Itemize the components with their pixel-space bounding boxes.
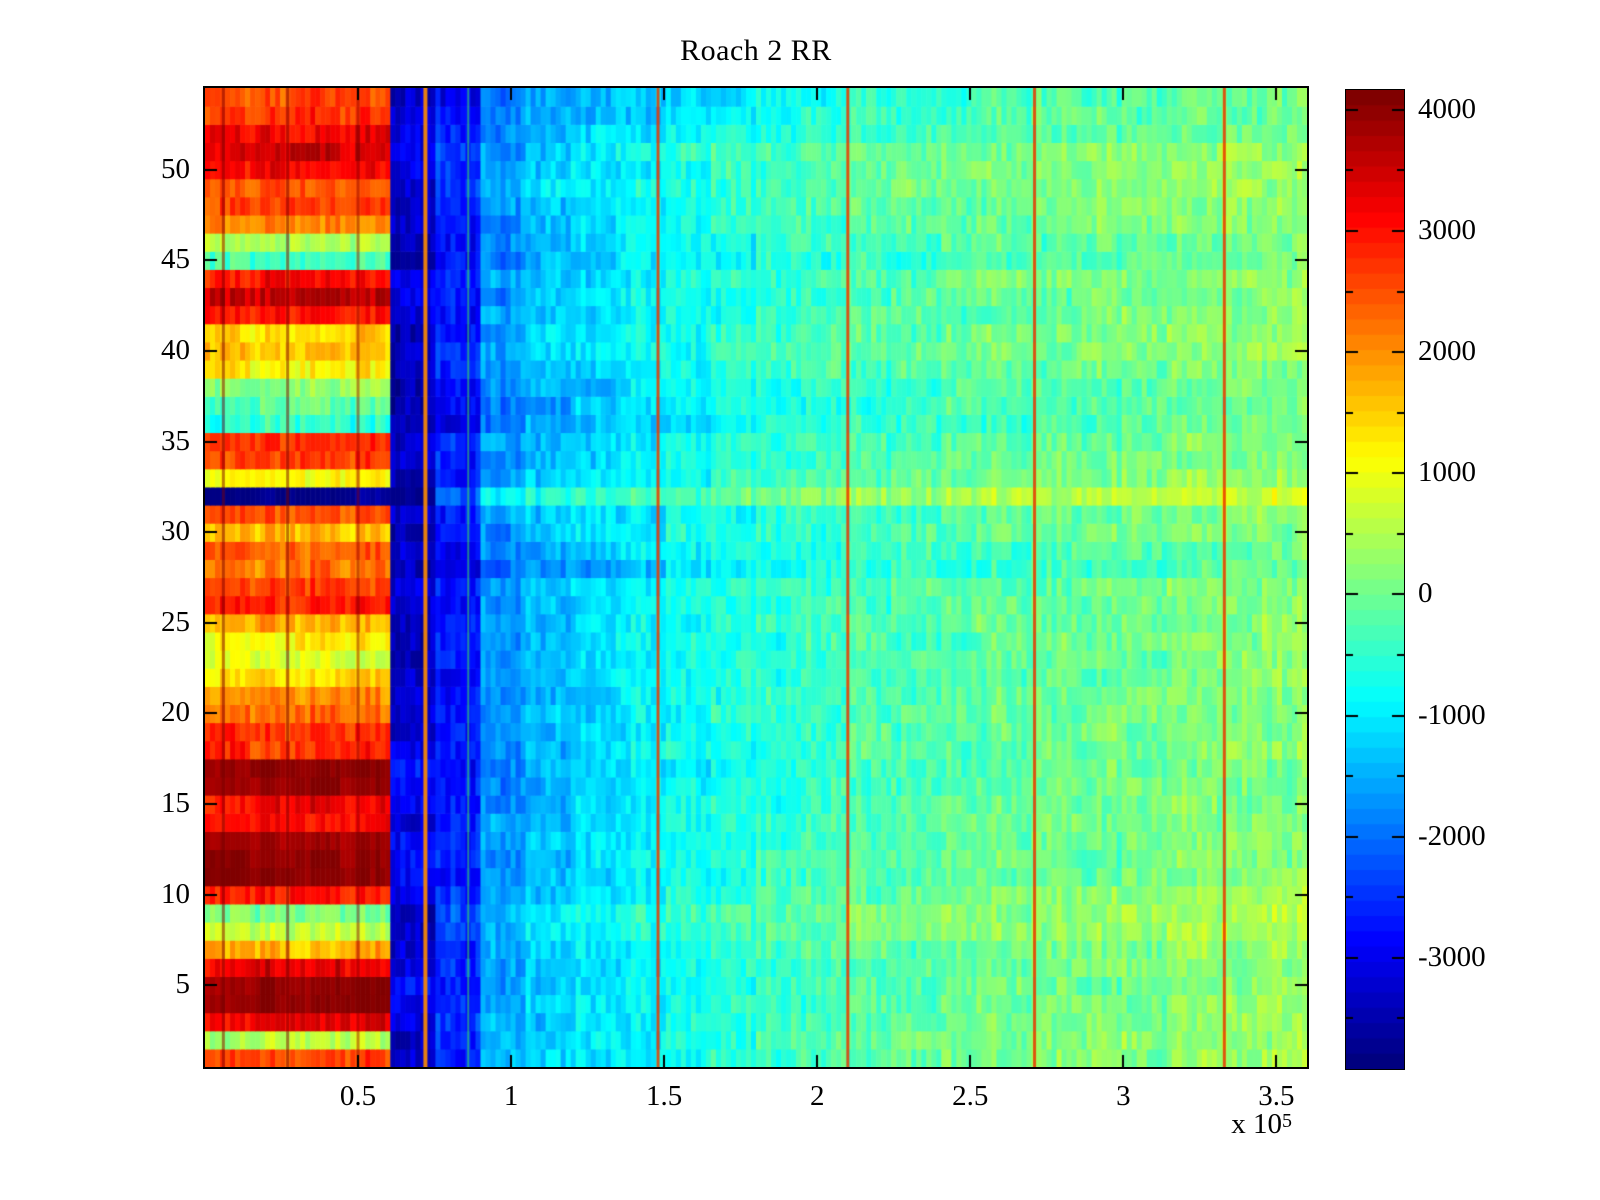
x-tick-label: 2.5 — [952, 1080, 989, 1112]
y-tick-label: 20 — [161, 696, 190, 729]
colorbar-tick-label: 0 — [1418, 577, 1433, 610]
colorbar-tick-label: 2000 — [1418, 335, 1476, 368]
y-tick-label: 40 — [161, 333, 190, 366]
x-tick-label: 0.5 — [339, 1080, 377, 1112]
chart-title: Roach 2 RR — [680, 34, 832, 67]
y-tick-label: 50 — [161, 152, 190, 185]
colorbar-frame — [1345, 89, 1405, 1070]
x-tick-label: 2 — [809, 1080, 825, 1112]
colorbar-tick-label: 4000 — [1418, 92, 1476, 125]
x-axis-exponent-base: x 10 — [1231, 1108, 1282, 1140]
y-tick-label: 15 — [161, 787, 190, 820]
y-tick-label: 25 — [161, 605, 190, 638]
y-tick-label: 30 — [161, 515, 190, 548]
heatmap-canvas — [205, 88, 1307, 1067]
x-axis-exponent-power: 5 — [1282, 1110, 1292, 1132]
colorbar-tick-label: -3000 — [1418, 940, 1486, 973]
x-tick-label: 1.5 — [646, 1080, 683, 1112]
colorbar-canvas — [1346, 90, 1404, 1069]
colorbar-tick-label: 3000 — [1418, 213, 1476, 246]
y-tick-label: 5 — [175, 968, 191, 1001]
colorbar-tick-label: -1000 — [1418, 698, 1486, 731]
x-axis-exponent-label: x 105 — [1130, 1108, 1292, 1141]
plot-frame — [203, 86, 1309, 1069]
y-tick-label: 45 — [161, 243, 190, 276]
x-tick-label: 1 — [503, 1080, 519, 1112]
y-tick-label: 10 — [161, 877, 190, 910]
x-tick-label: 3.5 — [1258, 1080, 1295, 1112]
colorbar-tick-label: -2000 — [1418, 819, 1486, 852]
colorbar-tick-label: 1000 — [1418, 456, 1476, 489]
x-tick-label: 3 — [1116, 1080, 1131, 1112]
y-tick-label: 35 — [161, 424, 190, 457]
